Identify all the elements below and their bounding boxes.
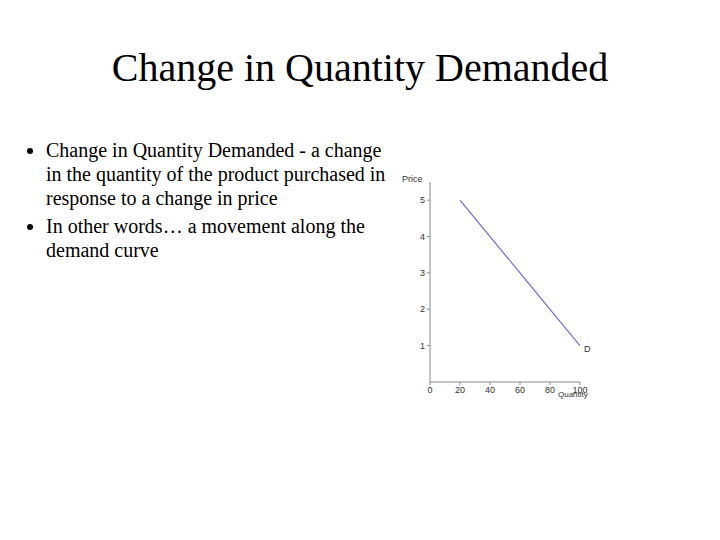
- svg-text:1: 1: [420, 341, 425, 351]
- svg-text:5: 5: [420, 195, 425, 205]
- html-text:In other words… a movement alo: In other words… a movement along the dem…: [46, 215, 365, 261]
- html-text:Price: Price: [402, 174, 423, 184]
- svg-text:4: 4: [420, 232, 425, 242]
- svg-text:60: 60: [515, 385, 525, 395]
- svg-text:0: 0: [427, 385, 432, 395]
- svg-text:40: 40: [485, 385, 495, 395]
- svg-text:20: 20: [455, 385, 465, 395]
- svg-text:3: 3: [420, 268, 425, 278]
- html-text:Change in Quantity Demanded: Change in Quantity Demanded: [111, 45, 609, 90]
- svg-text:D: D: [584, 344, 591, 354]
- html-text:Change in Quantity Demanded -: Change in Quantity Demanded - a change i…: [46, 139, 386, 209]
- html-text:Quantity: Quantity: [558, 390, 588, 399]
- svg-text:2: 2: [420, 304, 425, 314]
- svg-text:80: 80: [545, 385, 555, 395]
